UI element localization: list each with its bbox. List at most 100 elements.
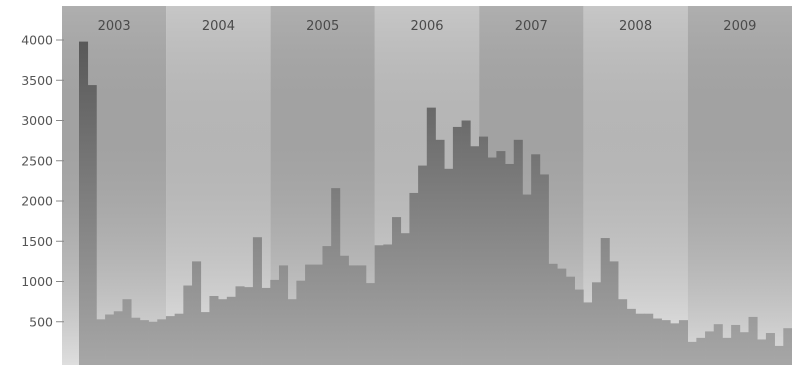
bar	[96, 319, 106, 365]
bar	[731, 324, 741, 365]
bar	[713, 324, 723, 365]
bar	[357, 265, 367, 365]
bar	[400, 233, 410, 365]
bar	[235, 286, 245, 365]
bar	[218, 299, 228, 365]
bar	[157, 319, 167, 365]
bar	[505, 163, 515, 365]
y-tick-label: 1000	[21, 274, 53, 289]
bar	[452, 126, 462, 365]
bar	[774, 345, 784, 365]
bar	[635, 313, 645, 365]
bar	[365, 283, 375, 365]
bar	[139, 320, 149, 365]
bar	[670, 323, 680, 365]
year-label-2005: 2005	[306, 19, 339, 34]
y-tick-label: 2500	[21, 153, 53, 168]
bar	[583, 302, 593, 365]
bar	[383, 244, 393, 365]
bar	[592, 282, 602, 365]
bar	[79, 41, 89, 365]
bar	[626, 308, 636, 365]
bar	[374, 245, 384, 365]
bar	[757, 339, 767, 365]
bar	[418, 165, 428, 365]
bar	[339, 255, 349, 365]
bar	[644, 313, 654, 365]
bar	[165, 316, 175, 365]
bar	[200, 312, 210, 365]
y-tick-label: 3500	[21, 73, 53, 88]
bar	[183, 285, 193, 365]
bar	[705, 331, 715, 365]
bar	[609, 261, 619, 365]
y-tick-label: 500	[29, 314, 53, 329]
bar	[739, 332, 749, 365]
bar	[348, 265, 358, 365]
bar	[174, 313, 184, 365]
bar	[539, 174, 549, 365]
bar	[313, 264, 323, 365]
bar	[444, 168, 454, 365]
bar	[278, 265, 289, 365]
bar	[496, 151, 506, 365]
bar	[252, 237, 262, 365]
bar	[331, 188, 341, 365]
bar	[435, 139, 445, 365]
bar	[470, 146, 480, 365]
bar	[531, 154, 541, 365]
year-label-2009: 2009	[723, 19, 756, 34]
bar	[748, 316, 758, 365]
bar	[661, 320, 671, 365]
bar	[261, 287, 271, 365]
bar	[426, 107, 436, 365]
bar	[513, 139, 523, 365]
bar	[87, 85, 97, 365]
bar	[113, 311, 123, 365]
year-label-2004: 2004	[202, 19, 235, 34]
bar	[783, 328, 792, 365]
bar	[478, 136, 489, 365]
bar	[765, 333, 775, 365]
bars	[79, 41, 792, 365]
bar	[652, 318, 662, 365]
y-axis: 500 1000 1500 2000 2500 3000 3500 4000	[21, 33, 64, 329]
bar	[522, 194, 532, 365]
year-label-2007: 2007	[515, 19, 548, 34]
bar	[296, 280, 306, 365]
bar	[322, 246, 332, 365]
bar	[687, 341, 697, 365]
bar	[548, 263, 558, 365]
bar	[244, 287, 254, 365]
year-label-2008: 2008	[619, 19, 652, 34]
bar	[557, 268, 567, 365]
bar	[131, 317, 141, 365]
bar	[270, 279, 280, 365]
bar	[574, 289, 584, 365]
bar	[409, 192, 419, 365]
bar	[209, 295, 219, 365]
bar	[392, 217, 402, 365]
year-label-2003: 2003	[98, 19, 131, 34]
y-tick-label: 4000	[21, 33, 53, 48]
bar	[618, 299, 628, 365]
bar	[722, 337, 732, 365]
bar	[148, 321, 158, 365]
bar	[122, 299, 132, 365]
bar	[192, 261, 202, 365]
year-labels: 2003 2004 2005 2006 2007 2008 2009	[98, 19, 757, 34]
bar	[461, 120, 471, 365]
bar	[105, 314, 115, 365]
bar	[565, 276, 575, 365]
bar	[678, 320, 689, 365]
bar	[305, 264, 315, 365]
bar	[600, 238, 610, 365]
y-tick-label: 2000	[21, 194, 53, 209]
y-tick-label: 1500	[21, 234, 53, 249]
y-tick-label: 3000	[21, 113, 53, 128]
bar	[487, 157, 497, 365]
bar	[287, 299, 297, 365]
bar	[696, 337, 706, 365]
bar	[226, 296, 236, 365]
